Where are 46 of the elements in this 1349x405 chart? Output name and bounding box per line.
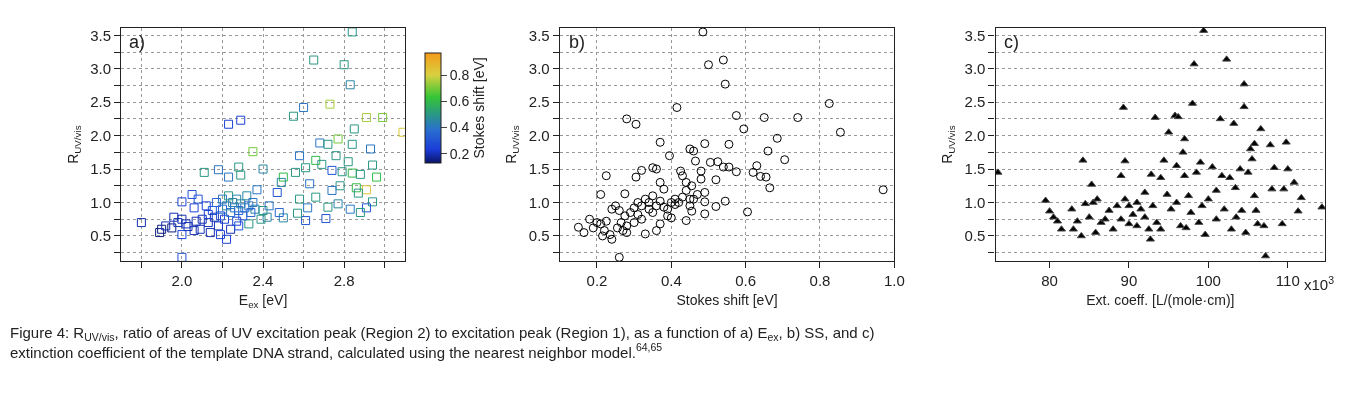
color-bar-title: Stokes shift [eV] (471, 57, 488, 159)
y-tick-label: 3.0 (528, 59, 550, 77)
y-tick-label: 2.5 (90, 93, 111, 111)
x-tick-label: 1.0 (883, 272, 905, 290)
y-tick-label: 1.5 (528, 160, 550, 178)
y-tick-label: 1.5 (90, 160, 111, 178)
y-tick-label: 2.5 (528, 93, 550, 111)
color-bar-label: 0.2 (449, 145, 470, 162)
x-tick-label: 2.4 (252, 272, 274, 290)
y-tick-label: 2.5 (964, 93, 986, 111)
x-tick-label: 0.8 (809, 272, 831, 290)
x-tick-label: 80 (1041, 272, 1058, 290)
x-tick-label: 2.0 (171, 272, 193, 290)
y-tick-label: 0.5 (90, 227, 111, 245)
y-tick-label: 2.0 (528, 126, 550, 144)
y-tick-label: 1.0 (90, 193, 111, 211)
y-tick-label: 1.0 (964, 193, 986, 211)
x-axis-title: E$_{ex}$ [eV] (238, 291, 288, 310)
x-tick-label: 0.2 (586, 272, 608, 290)
text: x10$^{3}$ (1304, 274, 1335, 294)
color-bar-label: 0.8 (449, 67, 470, 84)
x-tick-label: 0.4 (660, 272, 682, 290)
y-tick-label: 1.5 (964, 160, 986, 178)
annotation: c) (1004, 32, 1019, 52)
y-tick-label: 3.5 (90, 26, 111, 44)
y-tick-label: 1.0 (528, 193, 550, 211)
x-tick-label: 0.6 (735, 272, 757, 290)
y-tick-label: 3.0 (964, 59, 986, 77)
x-axis-title: Stokes shift [eV] (676, 291, 778, 308)
annotation: b) (569, 32, 586, 52)
color-bar-label: 0.6 (449, 93, 470, 110)
y-tick-label: 3.5 (528, 26, 550, 44)
x-axis-title: Ext. coeff. [L/(mole·cm)] (1086, 291, 1235, 308)
y-tick-label: 2.0 (964, 126, 986, 144)
y-tick-label: 2.0 (90, 126, 111, 144)
x-tick-label: 90 (1120, 272, 1138, 290)
x-tick-label: 2.8 (333, 272, 355, 290)
y-tick-label: 3.5 (964, 26, 986, 44)
y-tick-label: 3.0 (90, 59, 111, 77)
x-tick-label: 100 (1195, 272, 1221, 290)
annotation: a) (129, 32, 146, 52)
y-tick-label: 0.5 (964, 227, 986, 245)
x-tick-label: 110 (1275, 272, 1300, 290)
color-bar-label: 0.4 (449, 119, 470, 136)
text: Figure 4: R$_{UV/vis}$, ratio of areas of UV excitation peak (Region 2) to excitation peak (Region 1), as a function of a) E$_{ex}$, b) SS, and c) extinction coefficient of the template DNA strand, calculated using the nearest neighbor model.$^{64,65}$ (10, 324, 875, 361)
y-tick-label: 0.5 (528, 227, 550, 245)
